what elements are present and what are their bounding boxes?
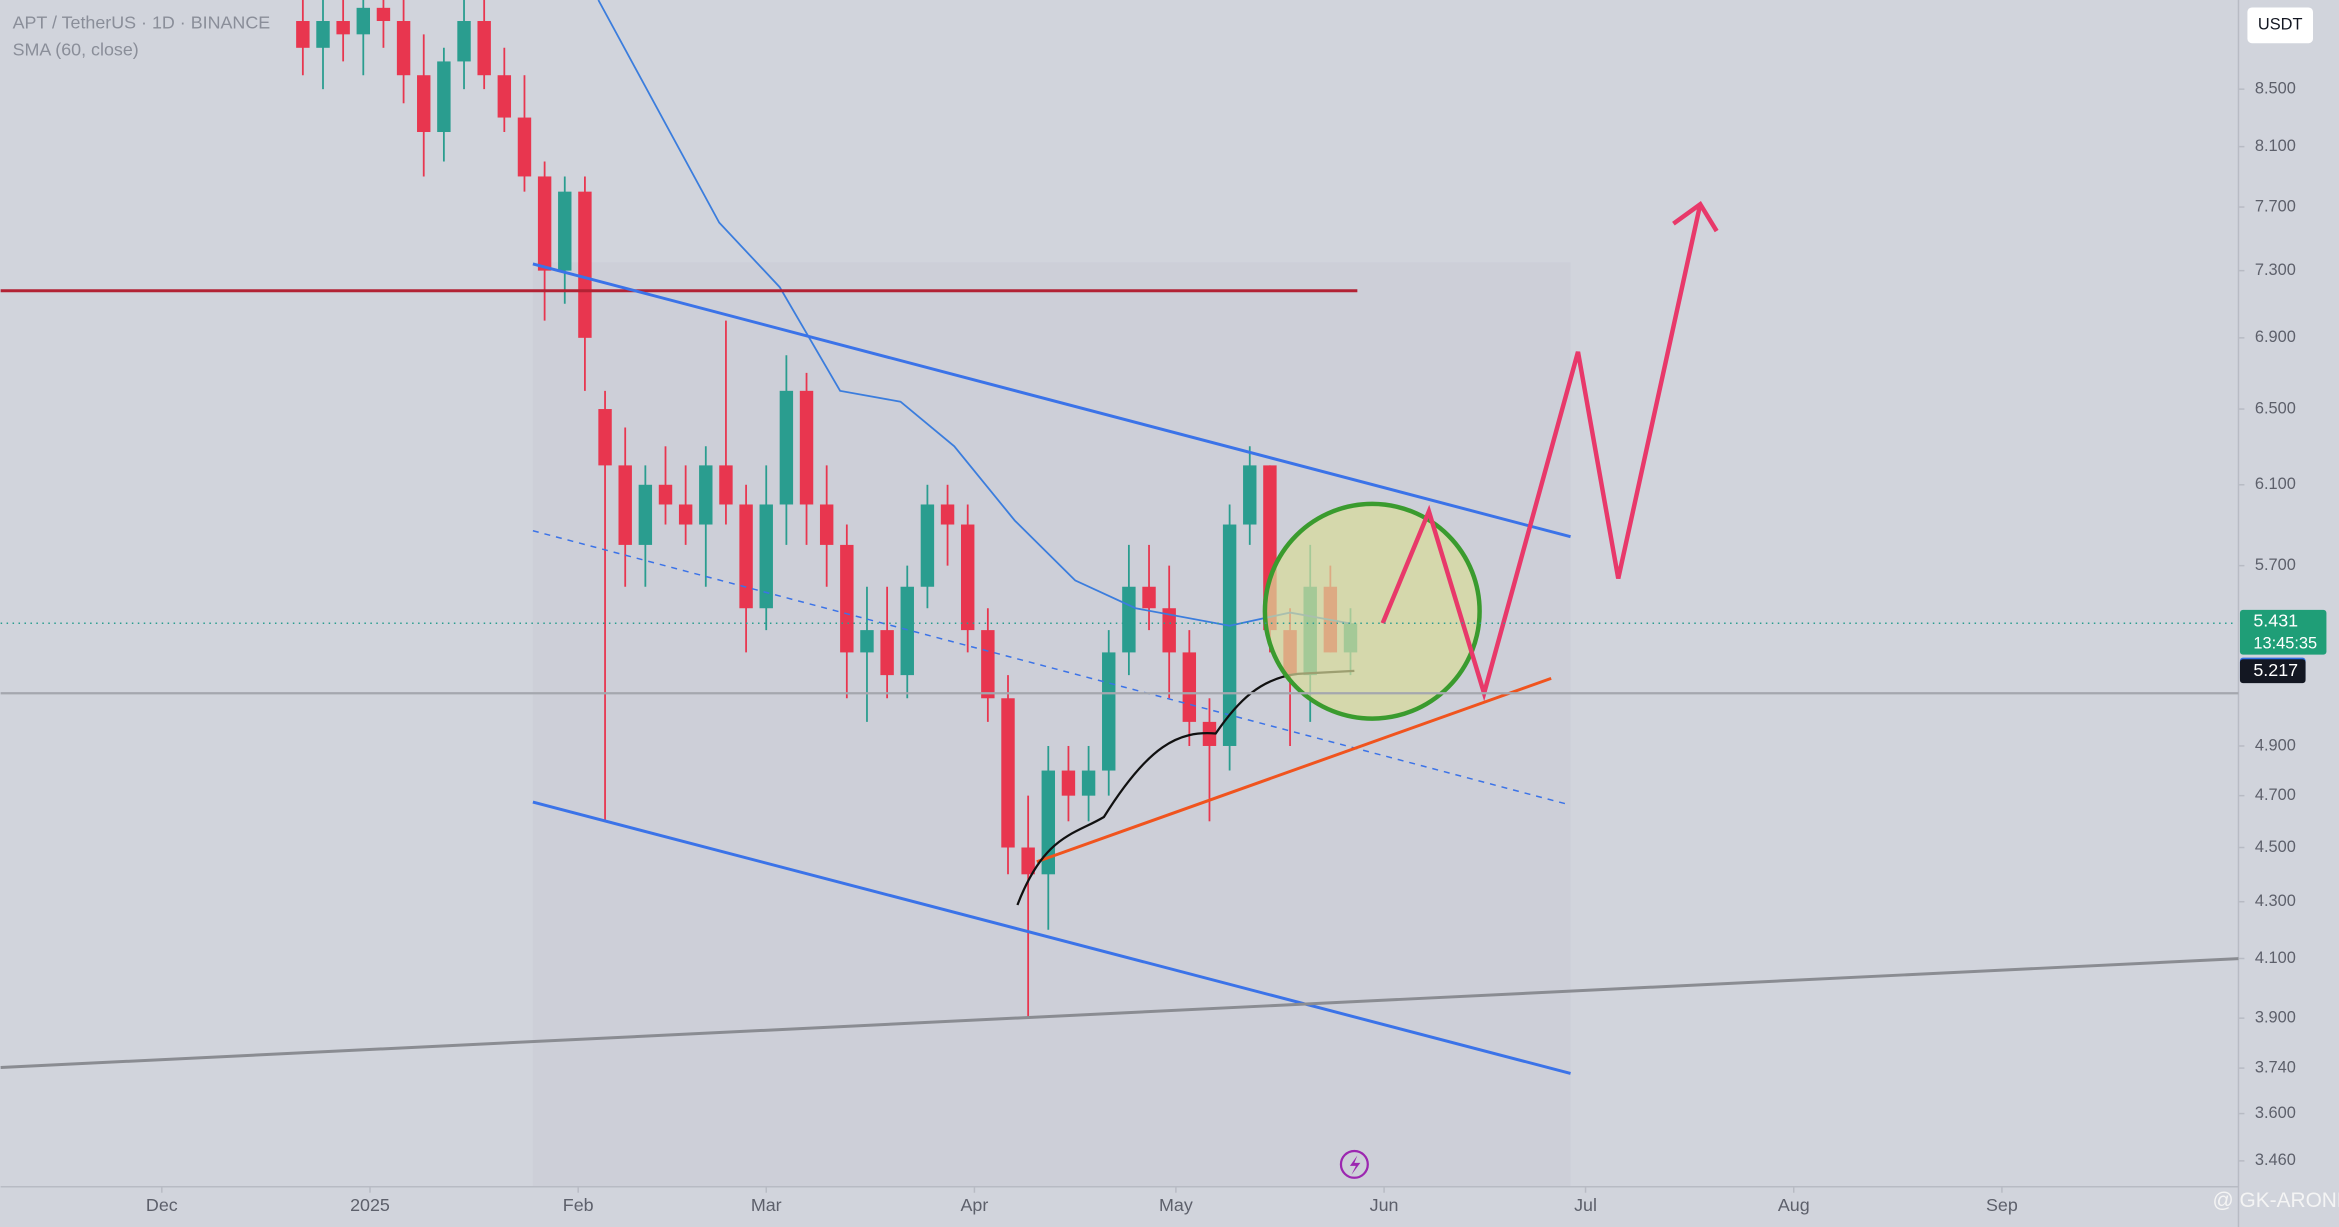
candle-body — [497, 75, 512, 118]
x-tick-label: Feb — [563, 1195, 594, 1215]
candle-body — [477, 21, 491, 76]
candle-body — [537, 176, 552, 271]
y-tick-label: 6.500 — [2255, 399, 2296, 417]
y-tick-label: 6.100 — [2255, 475, 2296, 493]
candle-body — [1243, 465, 1257, 525]
projection-arrow — [1672, 201, 1719, 233]
candle-body — [1142, 586, 1156, 609]
x-tick-label: Sep — [1986, 1195, 2018, 1215]
countdown-label: 13:45:35 — [2253, 634, 2317, 652]
candle-body — [759, 504, 773, 609]
candle-body — [618, 465, 632, 545]
moving-average — [597, 0, 1351, 627]
candle-body — [1162, 608, 1176, 653]
candle-body — [799, 390, 814, 505]
y-tick-label: 3.900 — [2255, 1008, 2296, 1026]
channel-top — [532, 262, 1571, 539]
candle-body — [598, 409, 612, 466]
y-tick-label: 8.500 — [2255, 79, 2296, 97]
event-icon-bolt — [1349, 1155, 1361, 1175]
x-tick-label: Aug — [1778, 1195, 1810, 1215]
y-tick-label: 4.700 — [2255, 786, 2296, 804]
y-tick-label: 4.900 — [2255, 736, 2296, 754]
candle-body — [558, 191, 572, 271]
candle-body — [1102, 652, 1116, 771]
candle-body — [1081, 770, 1096, 796]
candle-body — [396, 21, 411, 76]
indicator-label: SMA (60, close) — [13, 39, 139, 59]
chart-title: APT / TetherUS · 1D · BINANCE — [13, 13, 271, 33]
candle-body — [457, 21, 471, 62]
candle-body — [779, 390, 794, 505]
currency-box[interactable] — [2247, 7, 2314, 44]
candle-body — [819, 504, 834, 545]
candle-body — [638, 484, 653, 545]
candle-body — [1182, 652, 1197, 722]
candle-body — [1001, 698, 1015, 848]
candle-body — [940, 504, 955, 525]
candle-body — [437, 61, 451, 133]
candle-body — [1061, 770, 1076, 796]
y-tick-label: 4.100 — [2255, 949, 2296, 967]
last-price-label: 5.431 — [2253, 611, 2298, 631]
candle-body — [336, 21, 350, 35]
highlight-circle — [1262, 501, 1482, 721]
x-tick-label: Mar — [751, 1195, 782, 1215]
candle-body — [860, 630, 874, 653]
candle-body — [900, 586, 914, 676]
candle-body — [517, 117, 532, 177]
y-tick-label: 7.300 — [2255, 261, 2296, 279]
y-tick-label: 3.740 — [2255, 1058, 2296, 1076]
candle-body — [417, 75, 431, 133]
last-price-box — [2239, 609, 2327, 655]
x-tick-label: Jun — [1370, 1195, 1399, 1215]
candle-body — [981, 630, 995, 699]
candle-body — [658, 484, 673, 505]
rising-line — [1036, 676, 1552, 864]
x-tick-label: Jul — [1574, 1195, 1597, 1215]
candle-body — [376, 7, 391, 22]
candle-body — [699, 465, 713, 525]
x-tick-label: Apr — [961, 1195, 989, 1215]
candle-body — [296, 21, 310, 48]
y-tick-label: 4.500 — [2255, 838, 2296, 856]
y-tick-label: 7.700 — [2255, 197, 2296, 215]
candle-body — [840, 544, 854, 653]
candle-body — [1122, 586, 1136, 653]
candle-body — [678, 504, 693, 525]
price-label-box — [2239, 659, 2306, 684]
candle-body — [1222, 524, 1237, 746]
y-tick-label: 3.460 — [2255, 1151, 2296, 1169]
currency-label[interactable]: USDT — [2258, 16, 2303, 34]
candle-body — [356, 7, 371, 35]
x-tick-label: May — [1159, 1195, 1193, 1215]
candle-body — [960, 524, 975, 631]
candle-body — [578, 191, 592, 338]
y-tick-label: 4.300 — [2255, 892, 2296, 910]
x-tick-label: Dec — [146, 1195, 178, 1215]
candle-body — [880, 630, 894, 676]
y-tick-label: 3.600 — [2255, 1104, 2296, 1122]
candle-body — [739, 504, 753, 609]
y-tick-label: 6.900 — [2255, 328, 2296, 346]
y-tick-label: 5.700 — [2255, 556, 2296, 574]
x-tick-label: 2025 — [350, 1195, 390, 1215]
event-icon — [1339, 1149, 1369, 1179]
projection-path — [1380, 203, 1703, 702]
watermark: @ GK-ARONNO — [2213, 1189, 2339, 1212]
price-label: 5.217 — [2253, 660, 2298, 680]
candle-body — [1021, 847, 1035, 875]
channel-bottom — [532, 800, 1571, 1075]
y-tick-label: 8.100 — [2255, 137, 2296, 155]
short-ma — [1016, 669, 1355, 906]
candle-body — [719, 465, 733, 505]
support-line — [0, 957, 2239, 1069]
candle-body — [316, 21, 330, 48]
candle-body — [920, 504, 935, 587]
